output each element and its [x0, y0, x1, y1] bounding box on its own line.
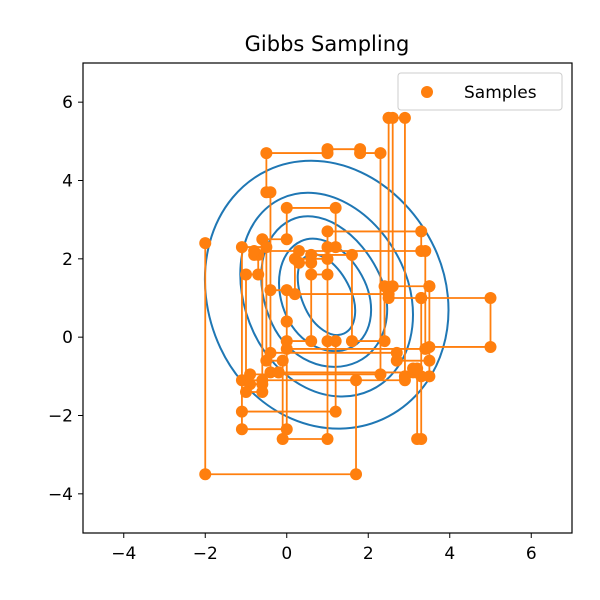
- sample-point: [321, 268, 334, 281]
- x-tick-label: −4: [111, 544, 136, 564]
- x-tick-label: 6: [526, 544, 537, 564]
- sample-point: [321, 225, 334, 238]
- y-tick-label: −4: [48, 485, 73, 505]
- x-axis: −4 −2 0 2 4 6: [111, 533, 537, 564]
- sample-point: [199, 468, 212, 481]
- y-axis: −4 −2 0 2 4 6: [48, 93, 83, 505]
- sample-point: [280, 233, 293, 246]
- sample-point: [264, 284, 277, 297]
- sample-point: [321, 143, 334, 156]
- y-tick-label: 6: [62, 93, 73, 113]
- contour-level-5: [203, 159, 450, 430]
- sample-point: [256, 386, 269, 398]
- sample-point: [374, 368, 387, 381]
- sample-point: [378, 335, 391, 348]
- sample-point: [199, 237, 212, 250]
- x-tick-label: 4: [444, 544, 455, 564]
- sample-point: [235, 241, 248, 254]
- legend-frame: [397, 72, 563, 111]
- chart-title: Gibbs Sampling: [245, 32, 410, 56]
- sample-point: [272, 366, 285, 379]
- sample-point: [350, 374, 363, 387]
- sample-point: [345, 335, 358, 348]
- sample-point: [415, 433, 428, 445]
- sample-point: [390, 346, 403, 359]
- sample-point: [256, 374, 269, 387]
- sample-points: [199, 111, 497, 481]
- sample-point: [398, 111, 411, 124]
- sample-point: [260, 186, 273, 199]
- sample-point: [305, 335, 318, 348]
- sample-point: [321, 252, 334, 265]
- sample-point: [350, 468, 363, 481]
- sample-point: [329, 201, 342, 214]
- contour-level-3: [260, 215, 389, 368]
- sample-point: [248, 245, 261, 257]
- plot-area: [82, 62, 573, 534]
- sample-point: [382, 292, 395, 304]
- sample-point: [423, 354, 436, 367]
- x-tick-label: 2: [363, 544, 374, 564]
- sample-point: [244, 368, 257, 381]
- legend-marker: [421, 86, 433, 98]
- sample-point: [292, 245, 305, 257]
- sample-point: [354, 147, 367, 160]
- sample-point: [240, 268, 252, 281]
- sample-point: [386, 111, 399, 124]
- sample-point: [374, 147, 387, 160]
- y-tick-label: 2: [62, 250, 73, 270]
- sample-point: [305, 248, 318, 261]
- sample-point: [321, 433, 334, 445]
- sample-point: [411, 362, 424, 375]
- sample-point: [276, 433, 289, 445]
- sample-point: [484, 340, 497, 353]
- sample-point: [415, 225, 428, 238]
- sample-point: [280, 342, 293, 355]
- sample-point: [419, 245, 432, 257]
- sample-point: [484, 292, 497, 304]
- x-tick-label: 0: [281, 544, 292, 564]
- sample-point: [235, 405, 248, 418]
- sample-point: [415, 292, 428, 304]
- sample-point: [345, 248, 358, 261]
- y-tick-label: 0: [62, 328, 73, 348]
- sample-point: [240, 386, 252, 398]
- sample-point: [423, 370, 436, 383]
- sample-point: [280, 284, 293, 297]
- sample-point: [419, 342, 432, 355]
- plot-frame: [82, 62, 573, 534]
- sample-point: [386, 280, 399, 293]
- sample-point: [260, 354, 273, 367]
- sample-point: [280, 201, 293, 214]
- sample-point: [423, 280, 436, 293]
- y-tick-label: −2: [48, 407, 73, 427]
- sample-point: [252, 268, 265, 281]
- sample-point: [260, 241, 273, 254]
- sample-point: [398, 374, 411, 387]
- sample-point: [276, 354, 289, 367]
- sample-point: [260, 147, 273, 160]
- sample-point: [329, 405, 342, 418]
- sample-point: [280, 315, 293, 328]
- y-tick-label: 4: [62, 172, 73, 192]
- legend-label: Samples: [464, 83, 537, 103]
- sample-point: [321, 241, 334, 254]
- x-tick-label: −2: [193, 544, 218, 564]
- sample-point: [235, 423, 248, 436]
- legend: Samples: [397, 72, 563, 111]
- sample-point: [280, 423, 293, 436]
- sample-point: [292, 256, 305, 269]
- sample-point: [329, 335, 342, 348]
- sample-point: [305, 268, 318, 281]
